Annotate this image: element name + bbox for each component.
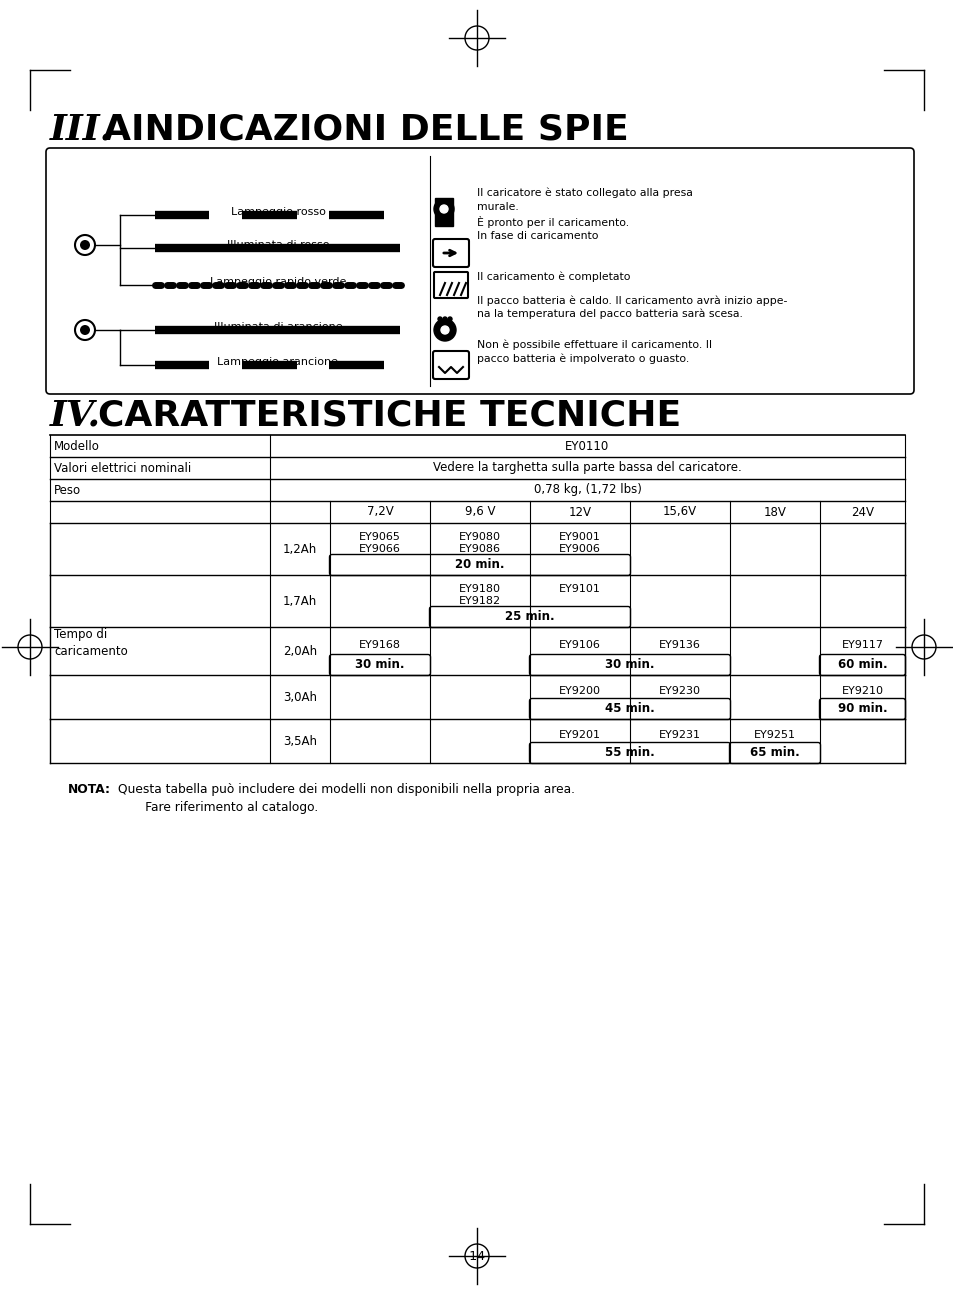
Text: NOTA:: NOTA: [68,783,111,796]
Text: 18V: 18V [762,506,785,519]
Text: EY9230: EY9230 [659,686,700,696]
Text: Illuminata di rosso: Illuminata di rosso [227,239,329,250]
Circle shape [80,325,90,335]
Text: 60 min.: 60 min. [837,659,886,672]
Circle shape [437,317,441,321]
FancyBboxPatch shape [529,655,730,675]
Text: 65 min.: 65 min. [749,747,799,760]
FancyBboxPatch shape [434,272,468,298]
Text: Vedere la targhetta sulla parte bassa del caricatore.: Vedere la targhetta sulla parte bassa de… [433,462,741,475]
Text: 1,2Ah: 1,2Ah [283,542,316,555]
Text: EY9201: EY9201 [558,730,600,740]
Text: 0,78 kg, (1,72 lbs): 0,78 kg, (1,72 lbs) [533,484,640,497]
Text: EY9086: EY9086 [458,543,500,554]
Circle shape [442,317,447,321]
Text: 1,7Ah: 1,7Ah [283,594,316,607]
FancyBboxPatch shape [329,555,630,576]
Text: Il caricatore è stato collegato alla presa
murale.
È pronto per il caricamento.
: Il caricatore è stato collegato alla pre… [476,188,692,241]
Text: EY9080: EY9080 [458,532,500,542]
Text: 90 min.: 90 min. [837,703,886,716]
Text: EY9168: EY9168 [358,641,400,650]
Text: Modello: Modello [54,440,100,453]
Text: 9,6 V: 9,6 V [464,506,495,519]
Bar [435,198,453,226]
Circle shape [440,326,449,334]
Text: Questa tabella può includere dei modelli non disponibili nella propria area.
   : Questa tabella può includere dei modelli… [118,783,575,814]
Text: EY9180: EY9180 [458,584,500,594]
Text: Illuminata di arancione: Illuminata di arancione [213,322,342,333]
Text: CARATTERISTICHE TECNICHE: CARATTERISTICHE TECNICHE [98,399,680,432]
Text: Valori elettrici nominali: Valori elettrici nominali [54,462,191,475]
Text: Lampeggio arancione: Lampeggio arancione [217,357,338,367]
Text: EY9065: EY9065 [358,532,400,542]
FancyBboxPatch shape [46,148,913,393]
Text: EY9251: EY9251 [753,730,795,740]
Text: 15,6V: 15,6V [662,506,697,519]
Text: Tempo di
caricamento: Tempo di caricamento [54,628,128,659]
FancyBboxPatch shape [433,351,469,379]
Text: IV.: IV. [50,399,101,432]
Text: 24V: 24V [850,506,873,519]
Text: 7,2V: 7,2V [366,506,393,519]
Text: EY9136: EY9136 [659,641,700,650]
Text: EY9210: EY9210 [841,686,882,696]
Circle shape [448,317,452,321]
Text: EY9231: EY9231 [659,730,700,740]
Text: EY9066: EY9066 [358,543,400,554]
Text: EY9001: EY9001 [558,532,600,542]
FancyBboxPatch shape [729,743,820,763]
Text: 3,5Ah: 3,5Ah [283,735,316,748]
Circle shape [439,204,448,214]
Text: Lampeggio rosso: Lampeggio rosso [231,207,325,217]
Text: 30 min.: 30 min. [604,659,654,672]
Text: 20 min.: 20 min. [455,559,504,572]
Text: EY9106: EY9106 [558,641,600,650]
Text: AINDICAZIONI DELLE SPIE: AINDICAZIONI DELLE SPIE [103,113,628,148]
Text: 30 min.: 30 min. [355,659,404,672]
Circle shape [434,320,456,342]
FancyBboxPatch shape [819,655,904,675]
Circle shape [80,239,90,250]
Text: 25 min.: 25 min. [505,611,555,624]
FancyBboxPatch shape [433,239,469,267]
Text: Il pacco batteria è caldo. Il caricamento avrà inizio appe-
na la temperatura de: Il pacco batteria è caldo. Il caricament… [476,295,786,320]
FancyBboxPatch shape [819,699,904,719]
Text: 55 min.: 55 min. [604,747,654,760]
Text: 45 min.: 45 min. [604,703,654,716]
Text: EY9101: EY9101 [558,584,600,594]
Text: – 14 –: – 14 – [458,1250,495,1263]
Text: 2,0Ah: 2,0Ah [283,644,316,657]
Text: 12V: 12V [568,506,591,519]
Text: Non è possibile effettuare il caricamento. Il
pacco batteria è impolverato o gua: Non è possibile effettuare il caricament… [476,340,711,365]
Circle shape [434,199,454,219]
FancyBboxPatch shape [529,743,730,763]
FancyBboxPatch shape [529,699,730,719]
FancyBboxPatch shape [329,655,430,675]
Text: 3,0Ah: 3,0Ah [283,691,316,704]
Text: EY0110: EY0110 [565,440,609,453]
Text: Il caricamento è completato: Il caricamento è completato [476,272,630,282]
Text: EY9182: EY9182 [458,597,500,606]
Text: EY9006: EY9006 [558,543,600,554]
Text: III.: III. [50,113,113,148]
Text: Peso: Peso [54,484,81,497]
Text: EY9117: EY9117 [841,641,882,650]
Text: EY9200: EY9200 [558,686,600,696]
Text: Lampeggio rapido verde: Lampeggio rapido verde [210,277,346,287]
FancyBboxPatch shape [429,607,630,628]
